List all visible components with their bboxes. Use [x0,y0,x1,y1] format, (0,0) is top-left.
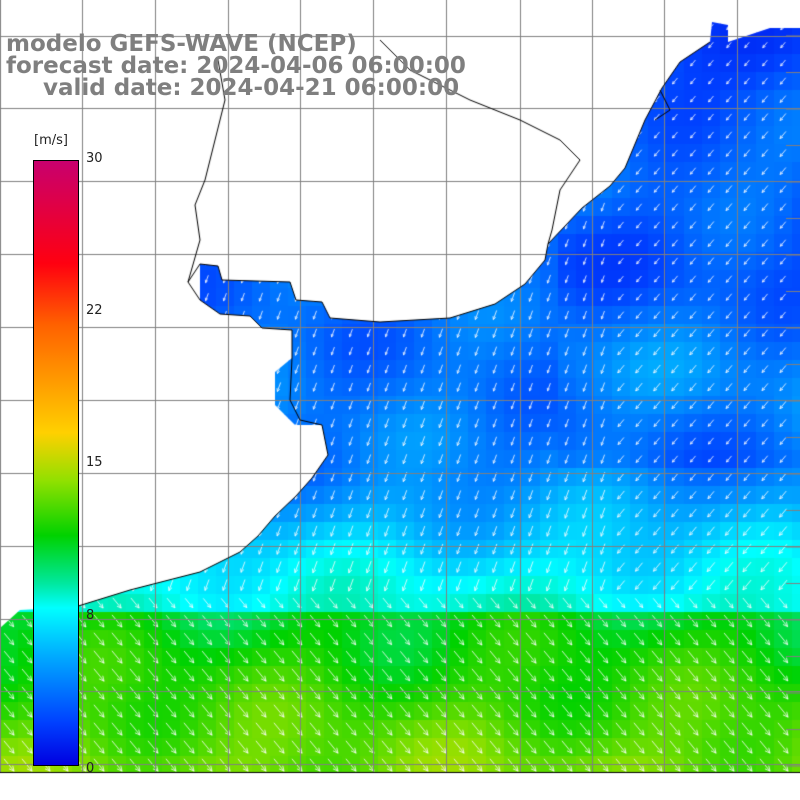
colorbar-tick-22: 22 [86,303,103,318]
colorbar [33,160,79,766]
colorbar-tick-30: 30 [86,151,103,166]
model-title: modelo GEFS-WAVE (NCEP) [6,31,357,57]
colorbar-unit: [m/s] [34,133,68,148]
valid-date: valid date: 2024-04-21 06:00:00 [43,75,460,101]
colorbar-tick-8: 8 [86,608,95,623]
forecast-date: forecast date: 2024-04-06 06:00:00 [6,53,466,79]
colorbar-tick-15: 15 [86,455,103,470]
colorbar-tick-0: 0 [86,761,95,776]
